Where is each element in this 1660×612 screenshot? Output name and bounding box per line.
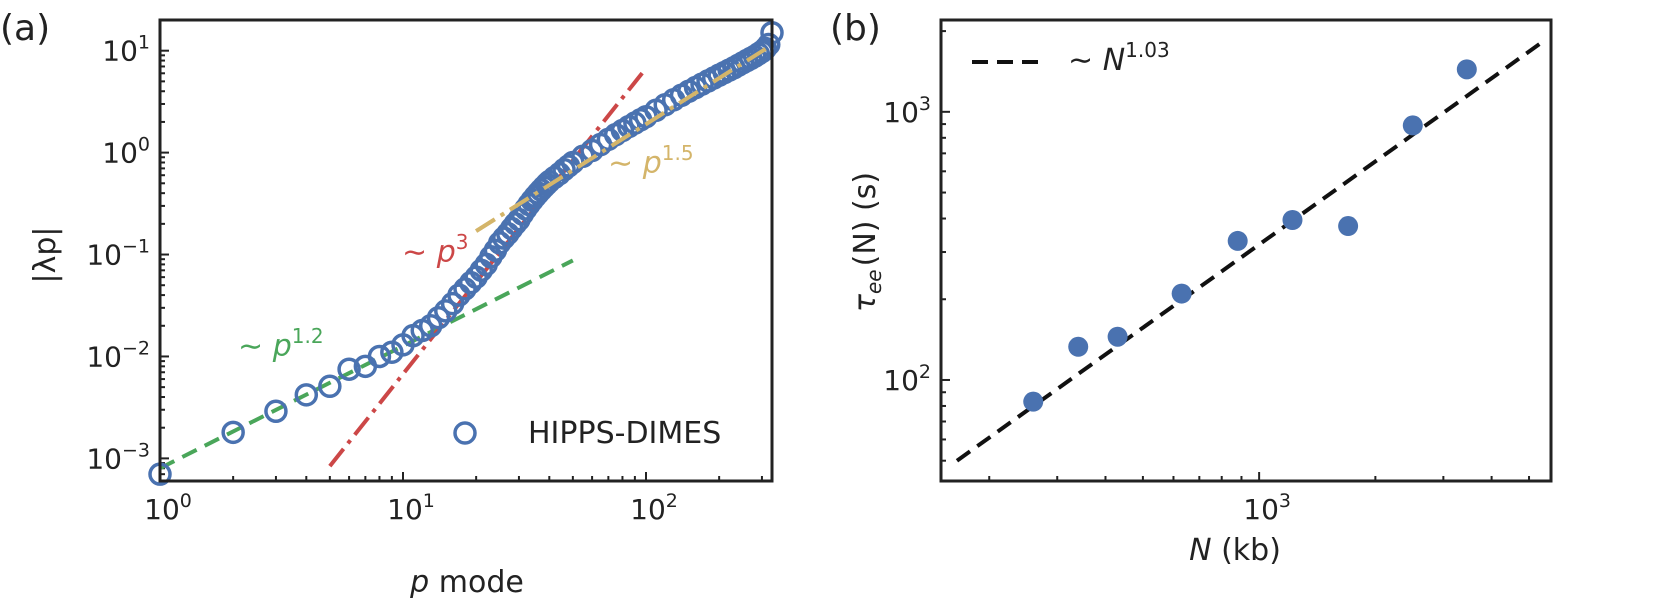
data-point <box>1227 230 1248 251</box>
legend-label-fit: ∼ N1.03 <box>1068 38 1170 78</box>
panel-a-axes: 100 101 102 10−3 10−2 10−1 100 101 <box>86 32 763 526</box>
data-point <box>757 32 781 57</box>
data-point <box>367 344 392 369</box>
panel-a-markers <box>148 20 784 486</box>
data-point <box>1456 59 1477 80</box>
panel-b-markers <box>1023 59 1477 412</box>
data-point <box>221 420 245 445</box>
panel-b-label: (b) <box>830 8 881 49</box>
panel-a-fit-label-p1.5: ∼ p1.5 <box>608 141 694 181</box>
data-point <box>434 299 458 323</box>
data-point <box>1282 209 1303 230</box>
data-point <box>337 357 361 381</box>
data-point <box>264 399 288 424</box>
panel-a-x-axis-label: p mode <box>409 565 524 600</box>
panel-a-fit-labels: ∼ p1.2 ∼ p3 ∼ p1.5 <box>238 43 774 364</box>
panel-a-legend: HIPPS-DIMES <box>453 416 721 451</box>
panel-b: (b) N (kb) τee(N) (s) 103 102 103 ∼ N1.03 <box>830 8 1553 568</box>
panel-a-y-tick-label-2: 10−1 <box>86 236 150 272</box>
panel-a-fit-line-p1.5-overlay <box>475 43 774 233</box>
data-point <box>1068 336 1089 357</box>
panel-a-y-tick-label-3: 100 <box>102 134 150 170</box>
legend-marker-hipps-dimes <box>453 421 477 445</box>
panel-b-fit-line <box>955 38 1547 463</box>
panel-b-fit-line <box>955 38 1547 463</box>
panel-a-y-tick-label-0: 10−3 <box>86 439 150 475</box>
panel-b-legend: ∼ N1.03 <box>972 38 1170 78</box>
panel-a: (a) p mode |λp| 100 101 10210−310−210−1100… <box>0 8 784 600</box>
data-point <box>1402 115 1423 136</box>
panel-b-y-axis-label: τee(N) (s) <box>848 172 886 312</box>
panel-a-fit-label-p3: ∼ p3 <box>402 230 468 270</box>
data-point <box>1171 283 1192 304</box>
data-point <box>426 305 451 330</box>
panel-b-x-tick-label-0: 103 <box>1243 490 1291 526</box>
data-point <box>294 383 319 407</box>
panel-a-fit-line-p1.2 <box>159 258 574 471</box>
panel-a-y-tick-label-4: 101 <box>102 32 150 68</box>
panel-a-label: (a) <box>0 8 50 49</box>
panel-b-y-tick-label-1: 103 <box>883 93 931 129</box>
data-point <box>447 283 471 307</box>
panel-b-axes: 103 102 103 <box>883 30 1531 526</box>
panel-b-frame <box>939 18 1553 483</box>
panel-b-y-tick-label-0: 102 <box>883 361 931 397</box>
panel-a-y-axis-label: |λp| <box>28 226 63 283</box>
panel-b-x-axis-label: N (kb) <box>1189 533 1281 568</box>
panel-a-x-tick-label-1: 101 <box>387 490 435 526</box>
panel-a-fit-label-p1.2: ∼ p1.2 <box>238 324 324 364</box>
panel-a-frame <box>158 18 774 483</box>
panel-a-x-tick-label-2: 102 <box>630 490 678 526</box>
data-point <box>1023 391 1044 412</box>
panel-a-y-tick-label-1: 10−2 <box>86 337 150 373</box>
data-point <box>1107 326 1128 347</box>
data-point <box>1338 216 1359 237</box>
legend-label-hipps-dimes: HIPPS-DIMES <box>528 416 721 451</box>
panel-a-x-tick-label-0: 100 <box>144 490 192 526</box>
data-point <box>318 374 342 399</box>
